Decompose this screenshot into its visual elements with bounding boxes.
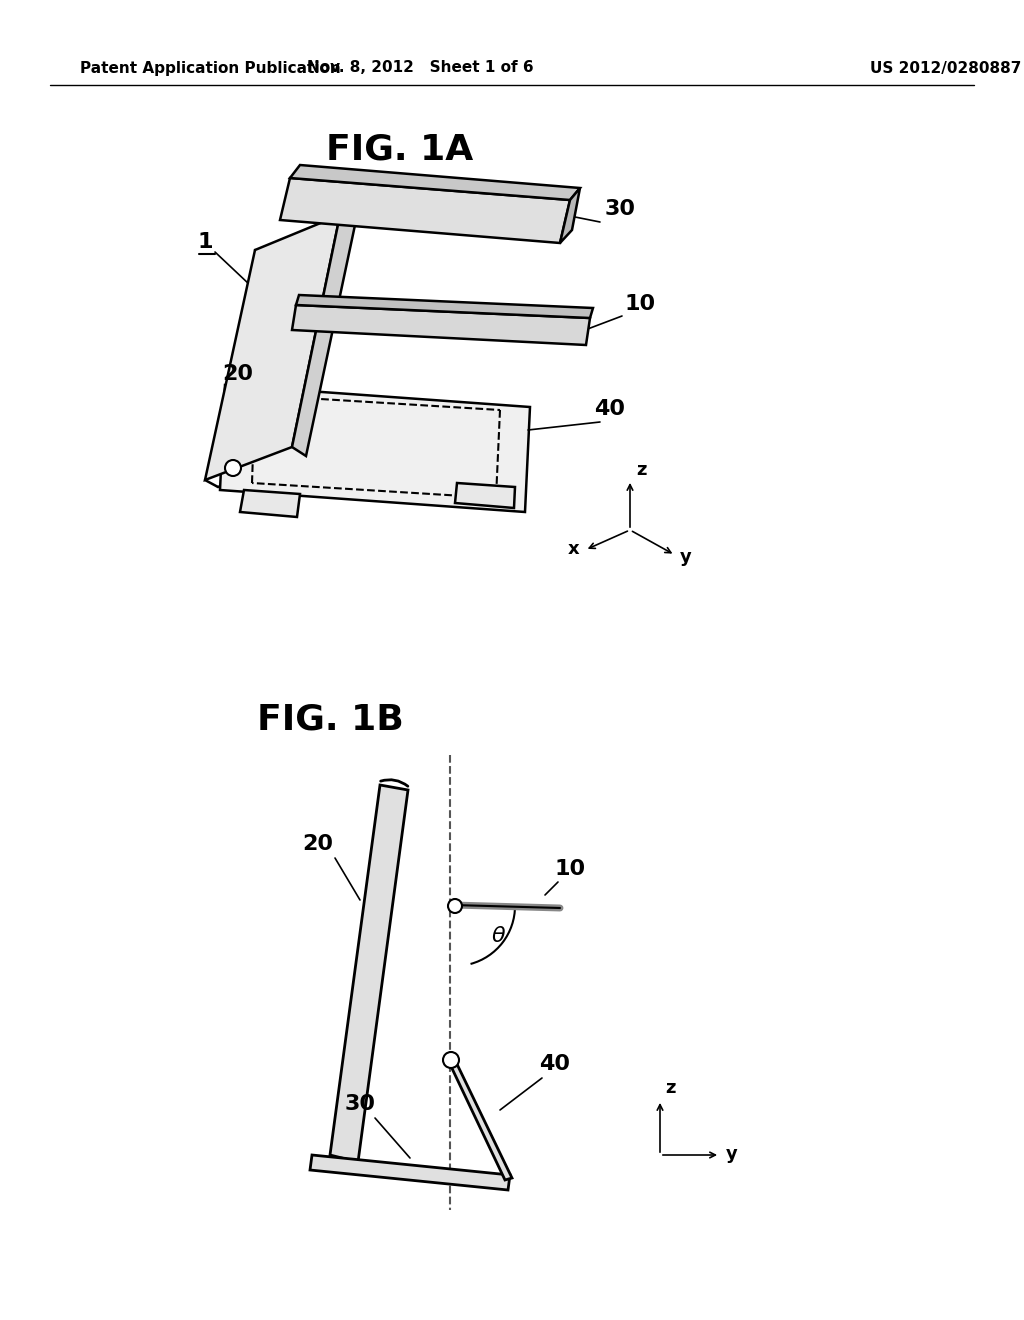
Text: 1: 1 — [198, 232, 213, 252]
Polygon shape — [205, 215, 340, 480]
Text: z: z — [636, 461, 646, 479]
Polygon shape — [330, 785, 408, 1162]
Text: 20: 20 — [222, 364, 254, 384]
Text: y: y — [680, 548, 692, 566]
Circle shape — [225, 459, 241, 477]
Polygon shape — [449, 1060, 512, 1180]
Polygon shape — [296, 294, 593, 318]
Text: 10: 10 — [625, 294, 655, 314]
Text: z: z — [665, 1078, 676, 1097]
Text: 30: 30 — [344, 1094, 376, 1114]
Text: x: x — [568, 540, 580, 558]
Text: 40: 40 — [540, 1053, 570, 1074]
Polygon shape — [240, 490, 300, 517]
Polygon shape — [292, 305, 590, 345]
Text: 40: 40 — [595, 399, 626, 418]
Polygon shape — [310, 1155, 510, 1191]
Text: FIG. 1A: FIG. 1A — [327, 133, 474, 168]
Text: FIG. 1B: FIG. 1B — [257, 704, 403, 737]
Polygon shape — [560, 187, 580, 243]
Text: US 2012/0280887 A1: US 2012/0280887 A1 — [870, 61, 1024, 75]
Text: 30: 30 — [604, 199, 636, 219]
Polygon shape — [455, 483, 515, 508]
Text: Patent Application Publication: Patent Application Publication — [80, 61, 341, 75]
Text: 10: 10 — [554, 859, 586, 879]
Text: y: y — [726, 1144, 737, 1163]
Text: θ: θ — [492, 927, 505, 946]
Polygon shape — [292, 215, 355, 455]
Circle shape — [443, 1052, 459, 1068]
Polygon shape — [220, 385, 530, 512]
Text: Nov. 8, 2012   Sheet 1 of 6: Nov. 8, 2012 Sheet 1 of 6 — [306, 61, 534, 75]
Polygon shape — [290, 165, 580, 201]
Text: 20: 20 — [302, 834, 334, 854]
Circle shape — [449, 899, 462, 913]
Polygon shape — [280, 178, 570, 243]
